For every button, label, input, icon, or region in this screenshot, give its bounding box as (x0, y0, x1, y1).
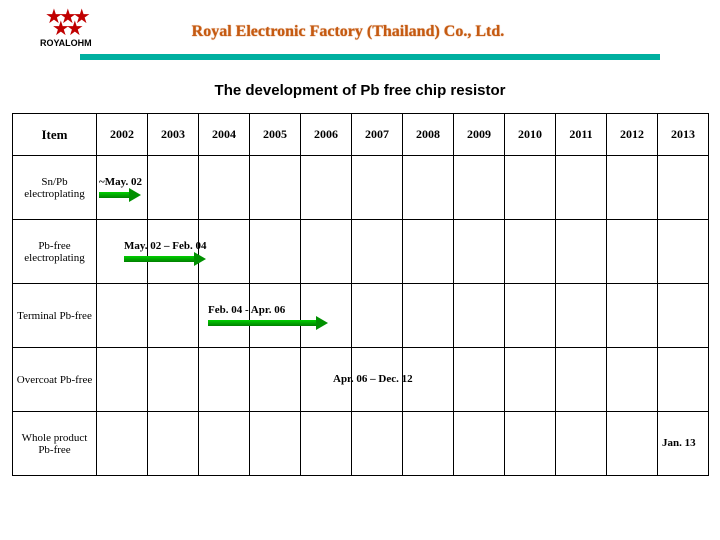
data-cell (250, 220, 301, 284)
data-cell (454, 156, 505, 220)
data-cell (250, 156, 301, 220)
data-cell (301, 284, 352, 348)
arrow-icon (99, 190, 143, 200)
data-cell (505, 348, 556, 412)
data-cell (250, 412, 301, 476)
data-cell (403, 284, 454, 348)
data-cell (352, 284, 403, 348)
data-cell (403, 220, 454, 284)
company-title: Royal Electronic Factory (Thailand) Co.,… (192, 23, 505, 41)
data-cell (556, 156, 607, 220)
data-cell (607, 156, 658, 220)
col-header-year: 2005 (250, 114, 301, 156)
timeline-bar: Apr. 06 – Dec. 12 (333, 373, 413, 387)
timeline-bar: Jan. 13 (662, 437, 696, 451)
row-label: Whole product Pb-free (13, 412, 97, 476)
timeline-bar: May. 02 – Feb. 04 (124, 240, 208, 264)
data-cell (352, 412, 403, 476)
data-cell (352, 220, 403, 284)
data-cell (301, 412, 352, 476)
data-cell (556, 412, 607, 476)
col-header-year: 2003 (148, 114, 199, 156)
data-cell (556, 348, 607, 412)
data-cell (658, 348, 709, 412)
header: ★★★ ★★ ROYALOHM Royal Electronic Factory… (0, 0, 720, 48)
data-cell: Feb. 04 - Apr. 06 (250, 284, 301, 348)
data-cell (301, 156, 352, 220)
row-label: Terminal Pb-free (13, 284, 97, 348)
slide-title: The development of Pb free chip resistor (0, 82, 720, 99)
data-cell (556, 220, 607, 284)
data-cell (607, 284, 658, 348)
col-header-year: 2002 (97, 114, 148, 156)
logo-text: ROYALOHM (40, 38, 92, 48)
row-label: Pb-free electroplating (13, 220, 97, 284)
table-row: Overcoat Pb-free Apr. 06 – Dec. 12 (13, 348, 709, 412)
logo: ★★★ ★★ ROYALOHM (40, 10, 92, 48)
data-cell (607, 412, 658, 476)
timeline-table: Item 2002 2003 2004 2005 2006 2007 2008 … (12, 113, 709, 476)
table-row: Terminal Pb-free Feb. 04 - Apr. 06 (13, 284, 709, 348)
row-label: Overcoat Pb-free (13, 348, 97, 412)
data-cell (454, 284, 505, 348)
data-cell (97, 348, 148, 412)
data-cell: Apr. 06 – Dec. 12 (403, 348, 454, 412)
col-header-year: 2007 (352, 114, 403, 156)
data-cell: Jan. 13 (658, 412, 709, 476)
data-cell (658, 220, 709, 284)
data-cell (556, 284, 607, 348)
col-header-item: Item (13, 114, 97, 156)
col-header-year: 2012 (607, 114, 658, 156)
data-cell (505, 220, 556, 284)
bar-label: Jan. 13 (662, 437, 696, 449)
logo-stars-icon: ★★ (52, 22, 80, 36)
data-cell (505, 284, 556, 348)
data-cell (199, 156, 250, 220)
title-underline (80, 54, 660, 60)
col-header-year: 2006 (301, 114, 352, 156)
col-header-year: 2013 (658, 114, 709, 156)
bar-label: May. 02 – Feb. 04 (124, 240, 208, 252)
col-header-year: 2004 (199, 114, 250, 156)
data-cell (403, 412, 454, 476)
data-cell (454, 412, 505, 476)
data-cell (199, 412, 250, 476)
data-cell (658, 156, 709, 220)
data-cell (352, 156, 403, 220)
timeline-bar: ~May. 02 (99, 176, 143, 200)
data-cell (505, 412, 556, 476)
data-cell (148, 156, 199, 220)
data-cell (199, 220, 250, 284)
col-header-year: 2010 (505, 114, 556, 156)
data-cell (607, 220, 658, 284)
data-cell (505, 156, 556, 220)
data-cell (454, 220, 505, 284)
bar-label: ~May. 02 (99, 176, 143, 188)
data-cell (97, 412, 148, 476)
data-cell (250, 348, 301, 412)
data-cell (148, 412, 199, 476)
table-header-row: Item 2002 2003 2004 2005 2006 2007 2008 … (13, 114, 709, 156)
data-cell (607, 348, 658, 412)
row-label: Sn/Pb electroplating (13, 156, 97, 220)
data-cell (148, 348, 199, 412)
col-header-year: 2008 (403, 114, 454, 156)
data-cell (301, 220, 352, 284)
table-row: Whole product Pb-free Jan. 13 (13, 412, 709, 476)
data-cell: May. 02 – Feb. 04 (148, 220, 199, 284)
data-cell (199, 348, 250, 412)
arrow-icon (124, 254, 208, 264)
data-cell (97, 284, 148, 348)
col-header-year: 2009 (454, 114, 505, 156)
bar-label: Apr. 06 – Dec. 12 (333, 373, 413, 385)
data-cell (454, 348, 505, 412)
data-cell: ~May. 02 (97, 156, 148, 220)
col-header-year: 2011 (556, 114, 607, 156)
data-cell (148, 284, 199, 348)
table-row: Sn/Pb electroplating~May. 02 (13, 156, 709, 220)
data-cell (658, 284, 709, 348)
data-cell (403, 156, 454, 220)
table-row: Pb-free electroplating May. 02 – Feb. 04 (13, 220, 709, 284)
